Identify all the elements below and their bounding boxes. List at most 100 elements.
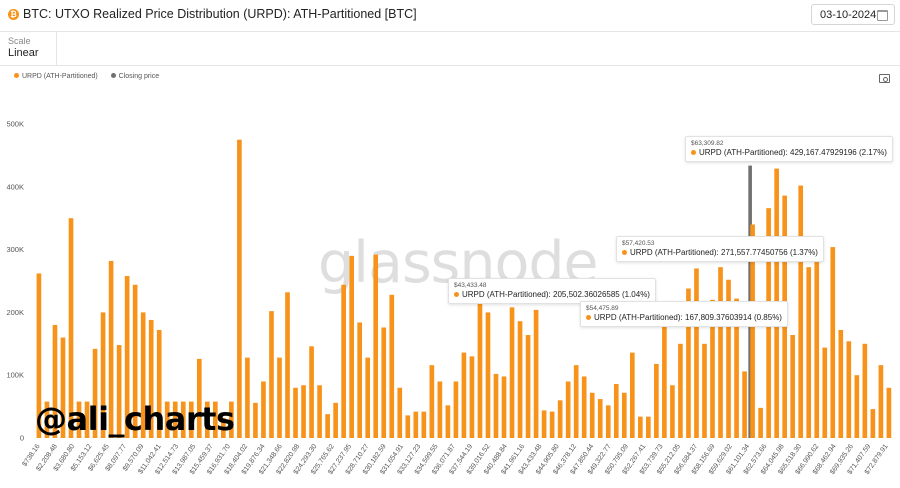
bar — [389, 294, 395, 438]
bar — [742, 371, 747, 438]
y-tick-label: 400K — [6, 182, 24, 191]
bar — [605, 405, 611, 438]
bar — [549, 411, 555, 438]
bar — [205, 401, 210, 438]
bar — [710, 299, 715, 438]
tooltip-dot — [622, 250, 627, 255]
bar — [84, 401, 90, 438]
scale-selector[interactable]: Scale Linear — [0, 31, 57, 65]
bar — [573, 365, 579, 438]
tooltip-value: 167,809.37603914 (0.85%) — [685, 313, 782, 322]
legend: URPD (ATH-Partitioned) Closing price — [14, 73, 170, 80]
bar — [325, 414, 330, 438]
bar — [68, 218, 74, 438]
tooltip-price: $43,433.48 — [454, 282, 487, 289]
bar — [854, 375, 860, 438]
bar — [213, 401, 218, 438]
legend-dot-urpd — [14, 73, 19, 78]
legend-item-urpd[interactable]: URPD (ATH-Partitioned) — [14, 73, 98, 80]
bar — [621, 392, 627, 438]
bar — [301, 385, 306, 438]
bar — [878, 365, 884, 438]
calendar-icon[interactable] — [877, 10, 888, 21]
bar — [445, 405, 451, 438]
bar — [629, 352, 635, 438]
bar — [613, 383, 619, 438]
bar — [44, 401, 50, 438]
bar — [405, 415, 411, 438]
bar — [501, 376, 507, 438]
tooltip: $43,433.48 URPD (ATH-Partitioned): 205,5… — [448, 278, 656, 304]
bar — [148, 319, 154, 438]
camera-icon[interactable] — [879, 74, 890, 83]
bar — [477, 301, 483, 438]
tooltip-value: 271,557.77450756 (1.37%) — [721, 248, 818, 257]
bar — [678, 343, 683, 438]
tooltip-dot — [586, 315, 591, 320]
chart-title: BTC: UTXO Realized Price Distribution (U… — [23, 7, 417, 21]
bar — [116, 345, 122, 438]
legend-dot-closing-price — [110, 73, 116, 78]
bar — [413, 411, 419, 438]
tooltip: $54,475.89 URPD (ATH-Partitioned): 167,8… — [580, 301, 788, 327]
bar — [253, 402, 258, 438]
bar — [517, 321, 523, 438]
bar — [357, 322, 362, 438]
legend-item-closing-price[interactable]: Closing price — [110, 73, 159, 80]
bar — [654, 363, 659, 438]
bar — [734, 298, 739, 438]
header-bar: ₿ BTC: UTXO Realized Price Distribution … — [0, 0, 900, 32]
date-picker[interactable]: 03-10-2024 — [811, 4, 895, 25]
scale-value-dropdown[interactable]: Linear — [8, 47, 39, 59]
bar — [589, 392, 595, 438]
tooltip-price: $63,309.82 — [691, 140, 724, 147]
bar — [293, 387, 298, 438]
author-handle: @ali_charts — [35, 400, 235, 438]
bar — [790, 335, 796, 438]
tooltip: $63,309.82 URPD (ATH-Partitioned): 429,1… — [685, 136, 893, 162]
tooltip-series: URPD (ATH-Partitioned): — [462, 290, 551, 299]
bar — [261, 381, 266, 438]
bar — [437, 381, 443, 438]
tooltip-value: 205,502.36026585 (1.04%) — [553, 290, 650, 299]
bar — [846, 341, 852, 438]
y-tick-label: 200K — [6, 308, 24, 317]
bar — [838, 329, 844, 438]
bar — [565, 381, 571, 438]
bar — [100, 312, 106, 438]
bar — [814, 244, 820, 438]
bar — [541, 410, 547, 438]
bar — [164, 401, 170, 438]
bar — [646, 416, 651, 438]
bar — [702, 343, 707, 438]
bar — [822, 347, 828, 438]
bar — [397, 387, 403, 438]
bar — [533, 309, 539, 438]
tooltip-price: $54,475.89 — [586, 305, 619, 312]
bar — [245, 357, 250, 438]
bar — [726, 279, 731, 438]
bar — [60, 337, 66, 438]
tooltip-series: URPD (ATH-Partitioned): — [630, 248, 719, 257]
bar — [221, 417, 226, 438]
bar — [277, 357, 282, 438]
bar — [862, 343, 868, 438]
tooltip-price: $57,420.53 — [622, 240, 655, 247]
bar — [886, 387, 892, 438]
bar — [349, 255, 354, 438]
tooltip-dot — [454, 292, 459, 297]
bar — [229, 401, 234, 438]
divider — [0, 65, 900, 66]
y-tick-label: 300K — [6, 245, 24, 254]
bar — [172, 401, 178, 438]
bar — [373, 254, 379, 438]
bar — [365, 357, 371, 438]
bar — [581, 376, 587, 438]
bar — [806, 267, 812, 438]
bar — [92, 348, 98, 438]
bar — [317, 385, 322, 438]
legend-label-urpd: URPD (ATH-Partitioned) — [22, 73, 98, 80]
bar — [237, 139, 242, 438]
bar — [381, 327, 387, 438]
